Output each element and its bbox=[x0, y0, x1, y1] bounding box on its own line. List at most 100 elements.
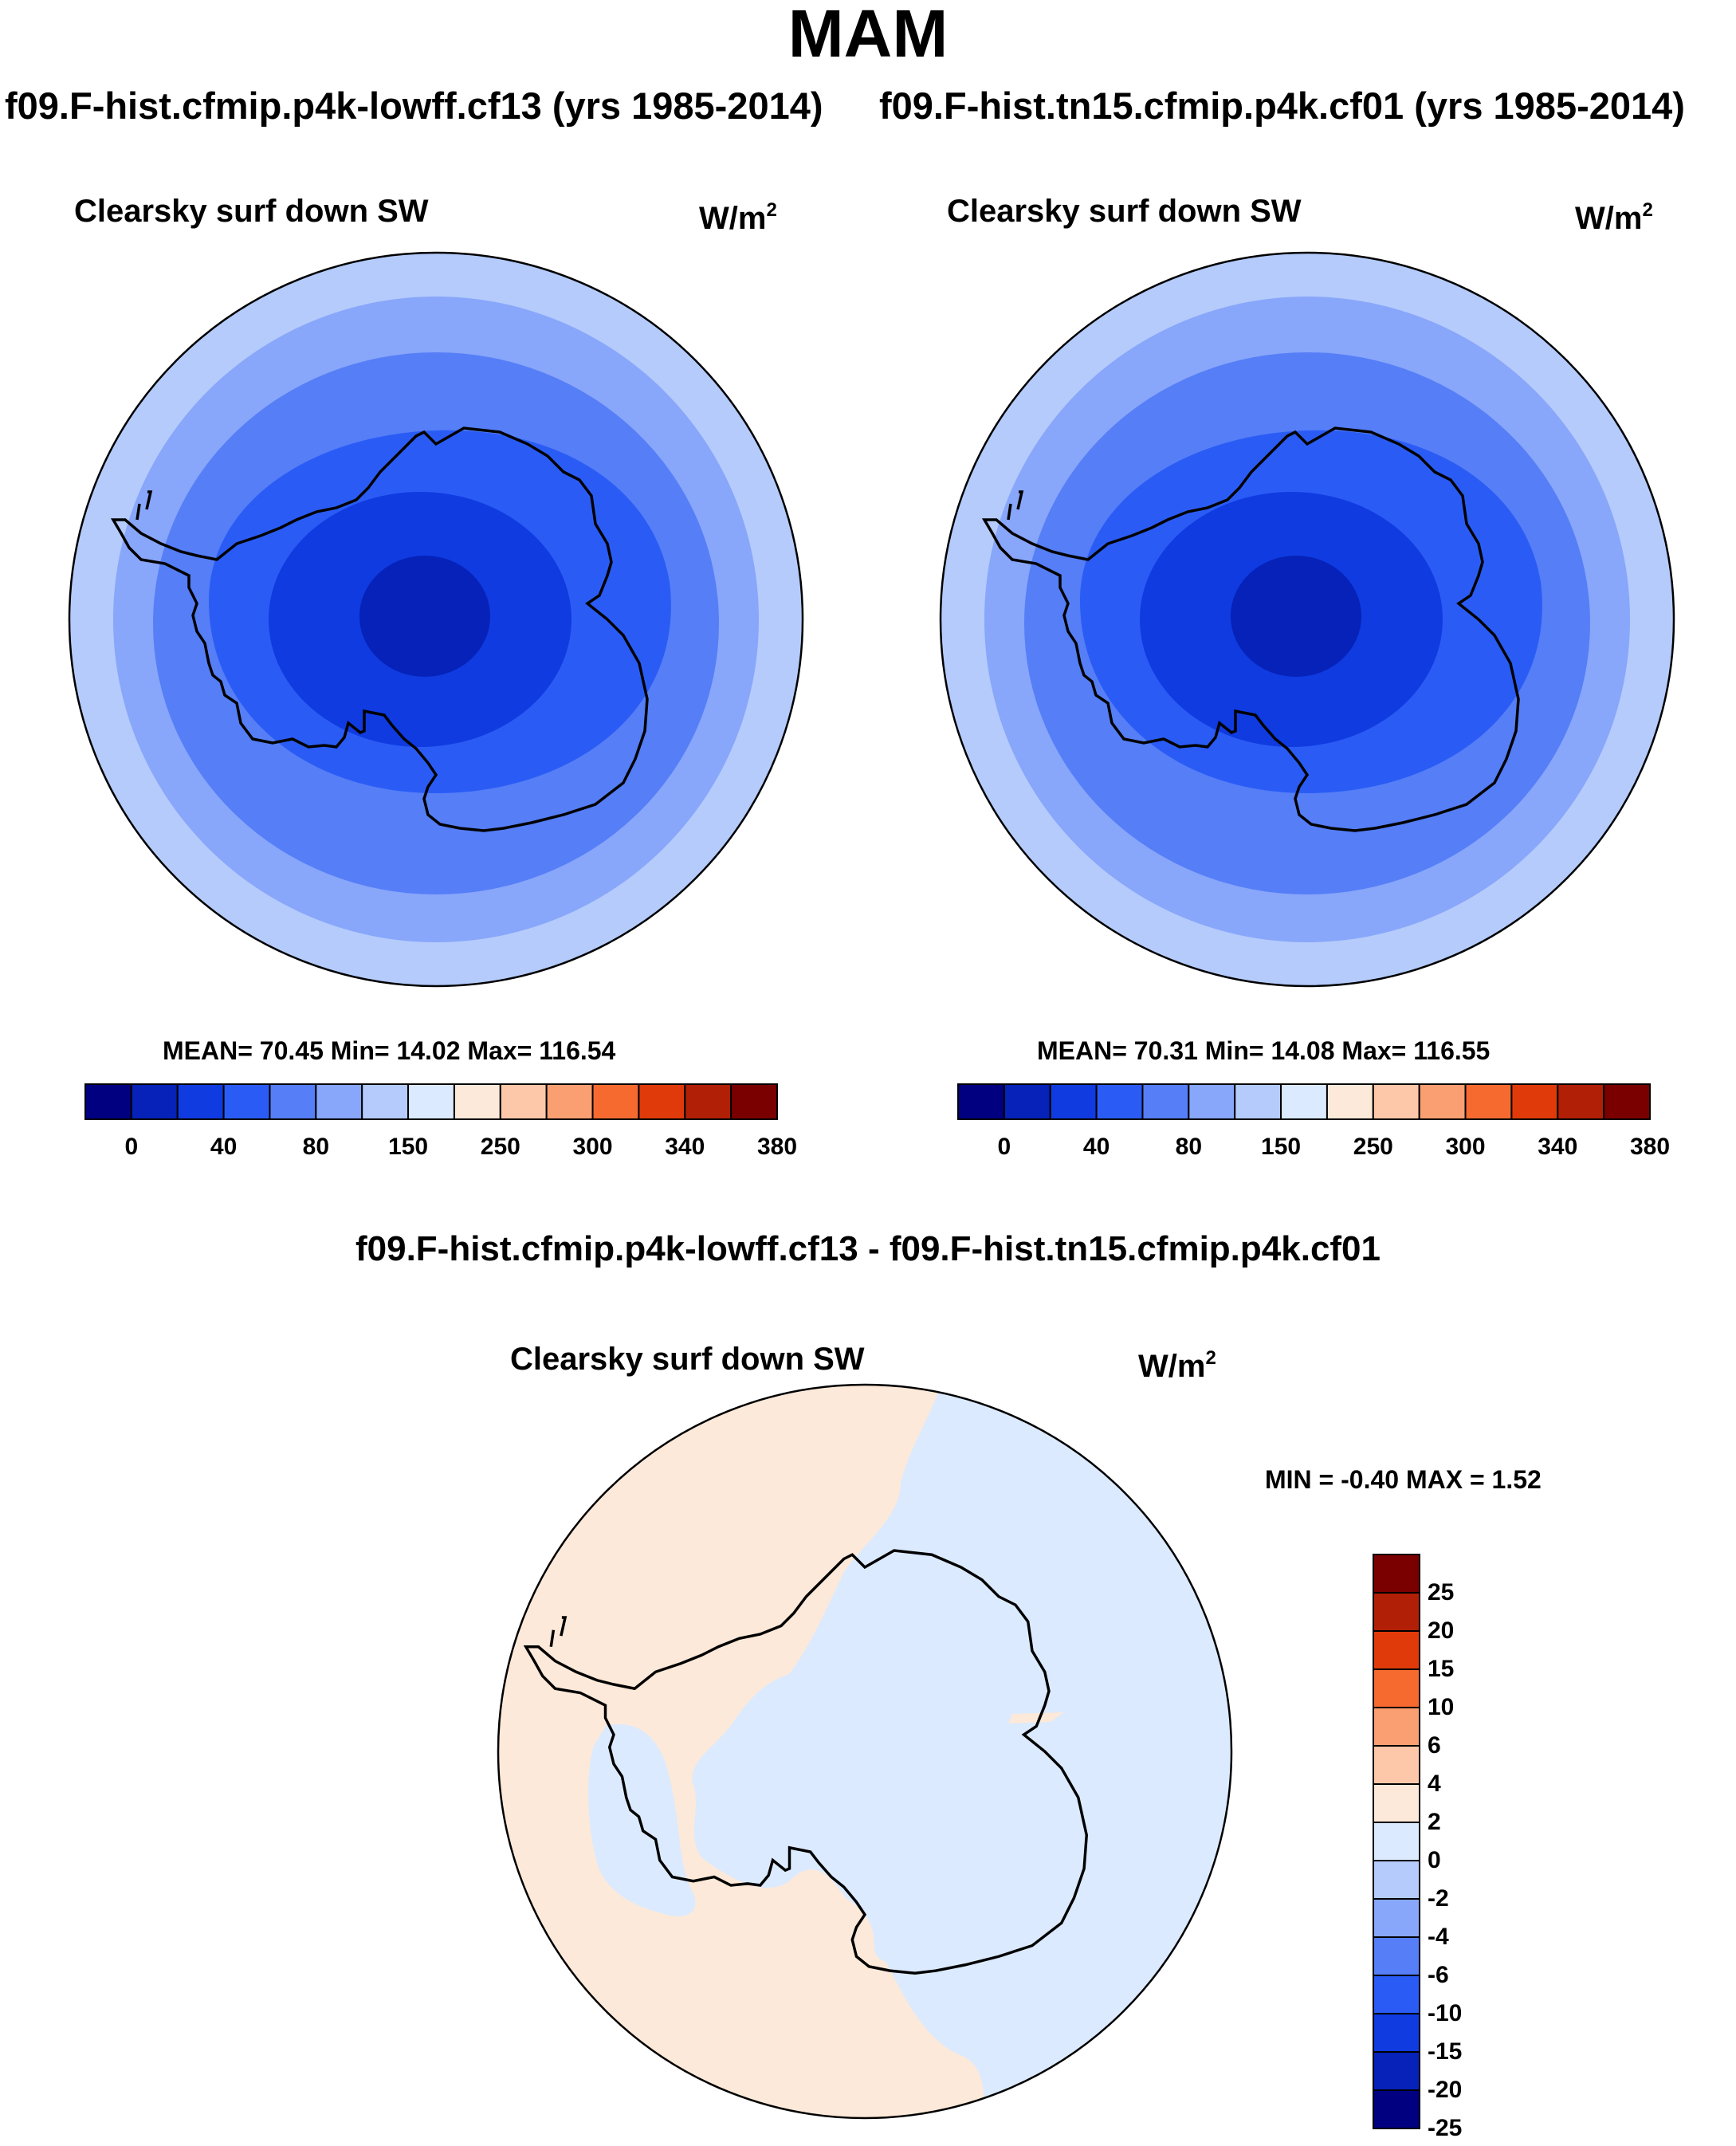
colorbar-tick-label: -6 bbox=[1428, 1962, 1449, 1988]
colorbar-tick-label: 10 bbox=[1428, 1694, 1455, 1720]
colorbar-swatch bbox=[1326, 1083, 1374, 1120]
colorbar-swatch bbox=[1049, 1083, 1098, 1120]
colorbar-swatch bbox=[1373, 2089, 1420, 2129]
colorbar-swatch bbox=[730, 1083, 779, 1120]
colorbar-tick-label: -4 bbox=[1428, 1924, 1449, 1950]
colorbar-tick-label: 40 bbox=[210, 1134, 238, 1160]
colorbar-swatch bbox=[1464, 1083, 1513, 1120]
colorbar-tick-label: 0 bbox=[124, 1134, 139, 1160]
colorbar-tick-label: -20 bbox=[1428, 2077, 1463, 2103]
diff-colorbar bbox=[1373, 1554, 1420, 2129]
left-colorbar bbox=[84, 1083, 779, 1120]
colorbar-swatch bbox=[499, 1083, 548, 1120]
colorbar-swatch bbox=[1373, 2051, 1420, 2091]
colorbar-tick-label: 300 bbox=[1445, 1134, 1486, 1160]
colorbar-tick-label: 6 bbox=[1428, 1732, 1441, 1759]
colorbar-swatch bbox=[1372, 1083, 1420, 1120]
colorbar-swatch bbox=[591, 1083, 640, 1120]
right-panel-units: W/m2 bbox=[1575, 199, 1653, 236]
colorbar-tick-label: -2 bbox=[1428, 1885, 1449, 1912]
colorbar-swatch bbox=[1373, 1936, 1420, 1976]
colorbar-swatch bbox=[222, 1083, 271, 1120]
colorbar-tick-label: 2 bbox=[1428, 1809, 1441, 1835]
colorbar-tick-label: 25 bbox=[1428, 1579, 1455, 1606]
colorbar-swatch bbox=[545, 1083, 594, 1120]
colorbar-swatch bbox=[1373, 1630, 1420, 1670]
colorbar-swatch bbox=[1003, 1083, 1051, 1120]
colorbar-tick-label: 250 bbox=[480, 1134, 520, 1160]
main-title: MAM bbox=[787, 0, 949, 71]
left-panel-stats: MEAN= 70.45 Min= 14.02 Max= 116.54 bbox=[163, 1036, 616, 1065]
colorbar-swatch bbox=[957, 1083, 1005, 1120]
colorbar-tick-label: 4 bbox=[1428, 1771, 1441, 1797]
diff-positive-patch bbox=[1008, 1712, 1064, 1723]
colorbar-tick-label: 150 bbox=[388, 1134, 429, 1160]
colorbar-tick-label: -25 bbox=[1428, 2115, 1463, 2141]
colorbar-swatch bbox=[1373, 1975, 1420, 2014]
colorbar-tick-label: 0 bbox=[1428, 1847, 1441, 1873]
colorbar-tick-label: 15 bbox=[1428, 1656, 1455, 1682]
colorbar-swatch bbox=[1373, 1592, 1420, 1632]
colorbar-swatch bbox=[361, 1083, 410, 1120]
right-panel-stats: MEAN= 70.31 Min= 14.08 Max= 116.55 bbox=[1037, 1036, 1491, 1065]
colorbar-tick-label: 80 bbox=[1175, 1134, 1203, 1160]
colorbar-swatch bbox=[1373, 1860, 1420, 1900]
right-map bbox=[941, 253, 1674, 986]
colorbar-swatch bbox=[1510, 1083, 1559, 1120]
diff-panel-title: Clearsky surf down SW bbox=[510, 1342, 865, 1377]
colorbar-swatch bbox=[1373, 1745, 1420, 1785]
diff-negative-region-west bbox=[588, 1723, 696, 1916]
colorbar-swatch bbox=[1095, 1083, 1144, 1120]
colorbar-swatch bbox=[1373, 1554, 1420, 1594]
left-map bbox=[69, 253, 803, 986]
colorbar-swatch bbox=[1373, 1707, 1420, 1747]
band-center bbox=[1231, 556, 1361, 677]
colorbar-swatch bbox=[1280, 1083, 1328, 1120]
colorbar-swatch bbox=[1557, 1083, 1605, 1120]
colorbar-swatch bbox=[130, 1083, 179, 1120]
colorbar-tick-label: 380 bbox=[756, 1134, 798, 1160]
colorbar-swatch bbox=[176, 1083, 225, 1120]
colorbar-swatch bbox=[1373, 1783, 1420, 1823]
colorbar-swatch bbox=[1373, 1668, 1420, 1708]
diff-negative-region bbox=[692, 1387, 1231, 2118]
colorbar-tick-label: -15 bbox=[1428, 2038, 1463, 2065]
colorbar-swatch bbox=[1141, 1083, 1190, 1120]
colorbar-tick-label: 340 bbox=[1538, 1134, 1578, 1160]
colorbar-tick-label: -10 bbox=[1428, 2000, 1463, 2026]
colorbar-swatch bbox=[1603, 1083, 1651, 1120]
left-panel-title: Clearsky surf down SW bbox=[74, 194, 429, 229]
colorbar-tick-label: 80 bbox=[302, 1134, 330, 1160]
colorbar-swatch bbox=[315, 1083, 363, 1120]
right-colorbar bbox=[957, 1083, 1651, 1120]
colorbar-tick-label: 40 bbox=[1082, 1134, 1110, 1160]
colorbar-swatch bbox=[1373, 1822, 1420, 1861]
colorbar-tick-label: 150 bbox=[1261, 1134, 1302, 1160]
colorbar-tick-label: 0 bbox=[997, 1134, 1011, 1160]
colorbar-swatch bbox=[684, 1083, 732, 1120]
band-center bbox=[359, 556, 490, 677]
diff-title: f09.F-hist.cfmip.p4k-lowff.cf13 - f09.F-… bbox=[355, 1229, 1381, 1268]
colorbar-swatch bbox=[1373, 2013, 1420, 2053]
colorbar-swatch bbox=[1418, 1083, 1467, 1120]
colorbar-tick-label: 20 bbox=[1428, 1617, 1455, 1644]
right-panel-title: Clearsky surf down SW bbox=[947, 194, 1302, 229]
left-panel-units: W/m2 bbox=[699, 199, 777, 236]
case-a-title: f09.F-hist.cfmip.p4k-lowff.cf13 (yrs 198… bbox=[5, 85, 823, 127]
colorbar-swatch bbox=[1234, 1083, 1282, 1120]
colorbar-swatch bbox=[84, 1083, 132, 1120]
colorbar-swatch bbox=[1373, 1898, 1420, 1938]
diff-panel-units: W/m2 bbox=[1138, 1347, 1216, 1384]
colorbar-swatch bbox=[407, 1083, 455, 1120]
colorbar-swatch bbox=[638, 1083, 686, 1120]
colorbar-swatch bbox=[269, 1083, 317, 1120]
colorbar-swatch bbox=[1188, 1083, 1236, 1120]
colorbar-tick-label: 380 bbox=[1629, 1134, 1671, 1160]
diff-panel-stats: MIN = -0.40 MAX = 1.52 bbox=[1265, 1465, 1542, 1494]
case-b-title: f09.F-hist.tn15.cfmip.p4k.cf01 (yrs 1985… bbox=[879, 85, 1685, 127]
colorbar-swatch bbox=[453, 1083, 501, 1120]
diff-map bbox=[498, 1385, 1231, 2118]
colorbar-tick-label: 340 bbox=[665, 1134, 705, 1160]
colorbar-tick-label: 300 bbox=[572, 1134, 613, 1160]
